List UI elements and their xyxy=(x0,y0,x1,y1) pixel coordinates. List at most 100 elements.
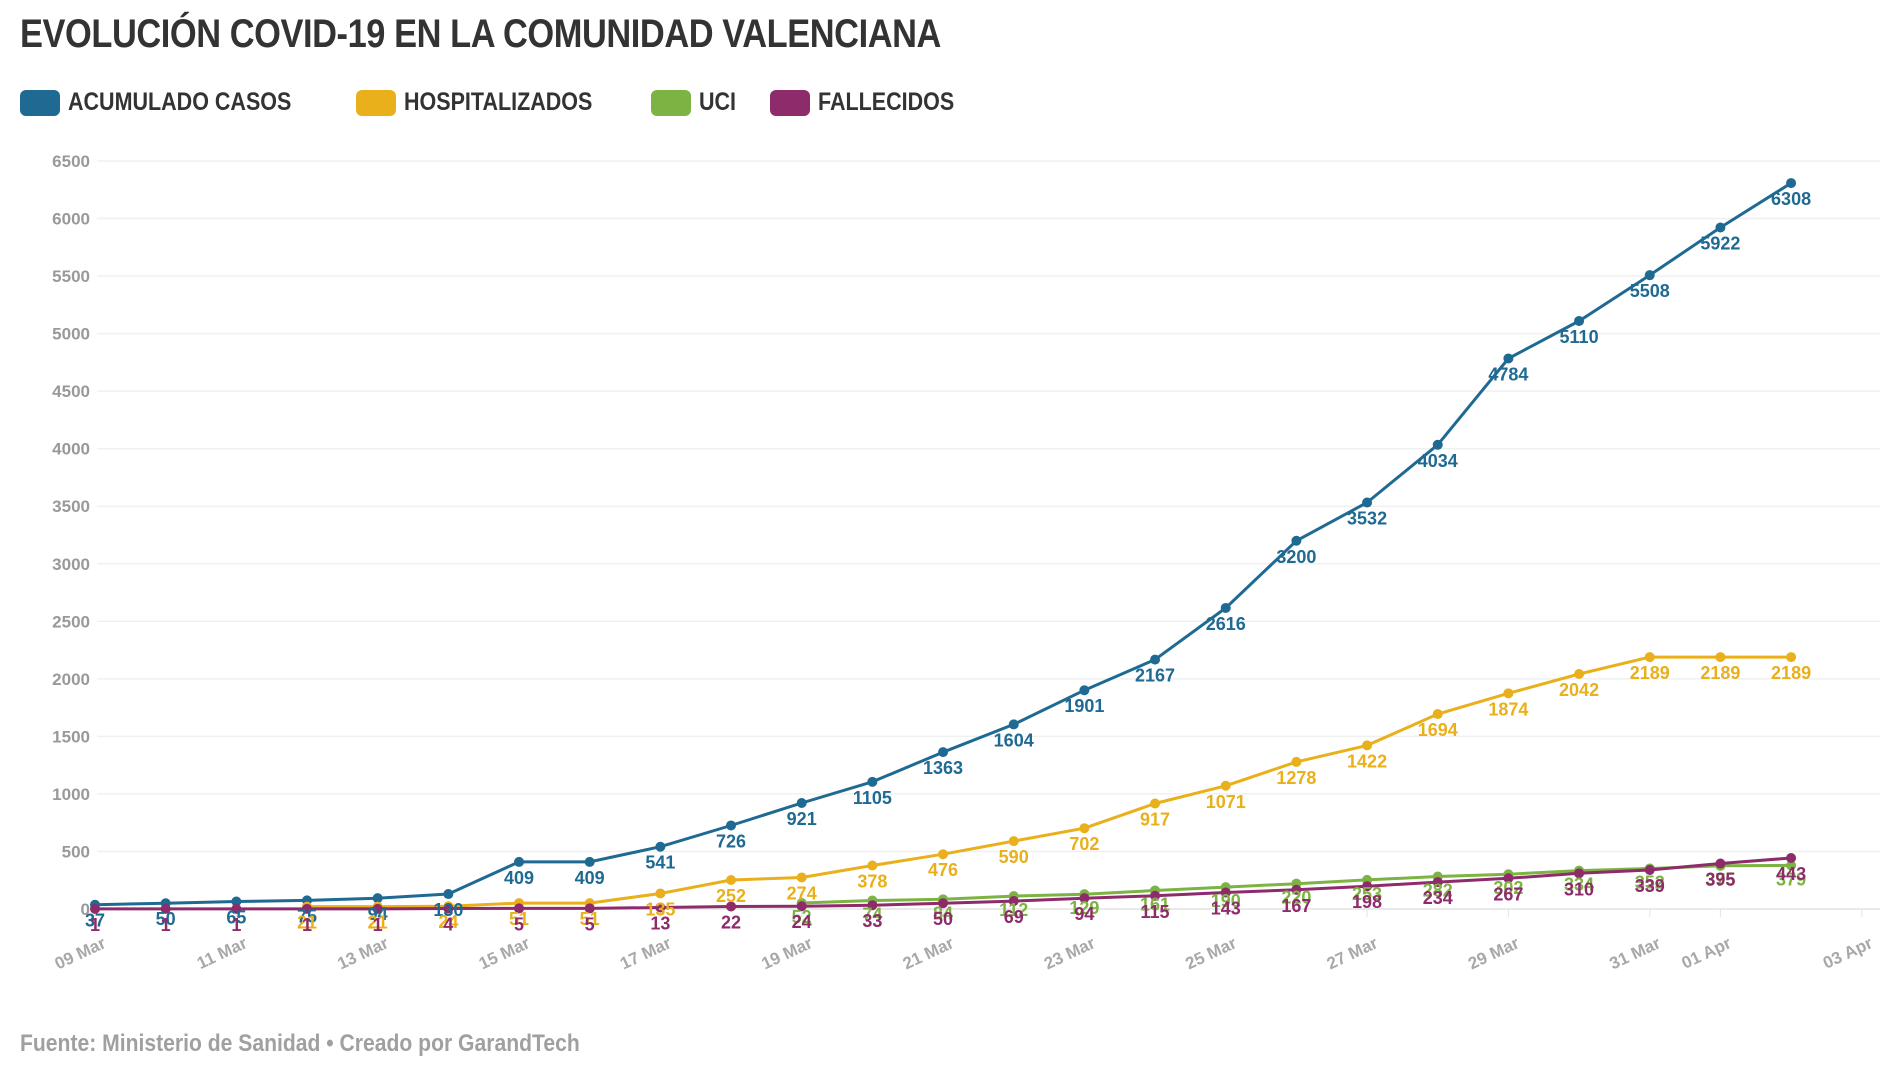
y-tick-label: 4000 xyxy=(52,440,90,459)
data-point xyxy=(443,903,454,914)
data-label: 4034 xyxy=(1418,451,1458,471)
data-point xyxy=(867,860,878,871)
data-label: 1 xyxy=(231,915,241,935)
data-label: 1694 xyxy=(1418,720,1458,740)
data-label: 198 xyxy=(1352,892,1382,912)
series-layer xyxy=(90,178,1797,914)
data-point xyxy=(726,901,737,912)
legend-swatch-hospitalizados xyxy=(355,89,396,116)
x-tick-label: 15 Mar xyxy=(476,933,533,973)
data-label: 4 xyxy=(443,915,453,935)
data-label: 5 xyxy=(514,914,524,934)
data-label: 24 xyxy=(792,912,812,932)
data-label: 94 xyxy=(368,904,388,924)
data-point xyxy=(867,900,878,911)
x-tick-label: 25 Mar xyxy=(1183,933,1240,973)
legend-swatch-casos xyxy=(20,89,60,116)
chart-title: EVOLUCIÓN COVID-19 EN LA COMUNIDAD VALEN… xyxy=(20,12,941,56)
data-point xyxy=(1220,780,1231,791)
data-label: 1874 xyxy=(1488,699,1528,719)
y-axis: 0 500 1000 1500 2000 2500 3000 3500 4000 4500 5000… xyxy=(52,152,90,919)
y-tick-label: 5000 xyxy=(52,325,90,344)
x-tick-label: 21 Mar xyxy=(900,933,957,973)
data-point xyxy=(90,903,100,914)
legend-item-fallecidos[interactable]: FALLECIDOS xyxy=(769,88,976,117)
data-point xyxy=(1432,439,1443,450)
legend-item-casos[interactable]: ACUMULADO CASOS xyxy=(20,88,328,117)
data-label: 220 xyxy=(1281,888,1311,908)
data-point xyxy=(1291,535,1302,546)
data-label: 21 xyxy=(297,913,317,933)
data-label: 921 xyxy=(787,809,817,829)
y-tick-label: 2000 xyxy=(52,670,90,689)
data-label: 352 xyxy=(1635,872,1665,892)
data-label: 1901 xyxy=(1064,696,1104,716)
data-point xyxy=(1644,864,1655,875)
data-point xyxy=(1079,823,1090,834)
data-label: 1278 xyxy=(1276,768,1316,788)
y-tick-label: 2500 xyxy=(52,612,90,631)
data-point xyxy=(160,903,171,914)
data-label: 143 xyxy=(1211,899,1241,919)
data-label: 917 xyxy=(1140,809,1170,829)
data-point xyxy=(372,903,383,914)
legend-swatch-fallecidos xyxy=(769,89,810,116)
data-point xyxy=(1574,315,1585,326)
data-label: 1 xyxy=(161,915,171,935)
data-label: 190 xyxy=(1211,891,1241,911)
data-label: 130 xyxy=(433,900,463,920)
data-label: 161 xyxy=(1140,894,1170,914)
data-label: 252 xyxy=(716,886,746,906)
data-label: 75 xyxy=(297,906,317,926)
data-label: 4784 xyxy=(1488,364,1528,384)
series-line-acumulado-casos xyxy=(94,181,1792,907)
data-label: 112 xyxy=(999,900,1028,920)
data-label: 3200 xyxy=(1276,547,1316,567)
data-label: 6308 xyxy=(1771,189,1811,209)
data-label: 2189 xyxy=(1630,663,1670,683)
data-label: 1604 xyxy=(994,730,1034,750)
data-point xyxy=(1432,709,1443,720)
data-label: 1071 xyxy=(1206,792,1246,812)
data-point xyxy=(655,888,666,899)
data-label: 84 xyxy=(933,903,953,923)
y-tick-label: 3500 xyxy=(52,497,90,516)
data-point xyxy=(1150,654,1161,665)
data-label: 5922 xyxy=(1700,234,1740,254)
data-point xyxy=(1715,858,1726,869)
y-tick-label: 0 xyxy=(81,900,90,919)
data-point xyxy=(1008,896,1019,907)
data-point xyxy=(796,798,807,809)
data-point xyxy=(938,898,949,909)
data-label: 1105 xyxy=(853,788,892,808)
data-point xyxy=(1291,884,1302,895)
data-label: 375 xyxy=(1705,870,1735,890)
x-axis: 09 Mar 11 Mar 13 Mar 15 Mar 17 Mar 19 Mar 21 M… xyxy=(52,909,1876,973)
legend-label: FALLECIDOS xyxy=(817,88,954,116)
data-point xyxy=(231,896,242,907)
data-label: 2042 xyxy=(1559,680,1599,700)
x-tick-label: 17 Mar xyxy=(617,933,674,973)
x-tick-label: 11 Mar xyxy=(194,933,250,973)
data-label: 443 xyxy=(1776,864,1806,884)
data-label: 1 xyxy=(302,915,312,935)
data-point xyxy=(584,903,595,914)
data-label: 24 xyxy=(438,912,458,932)
data-label: 69 xyxy=(1004,907,1024,927)
data-label: 302 xyxy=(1493,878,1523,898)
data-label: 74 xyxy=(862,904,882,924)
legend-item-uci[interactable]: UCI xyxy=(650,88,742,117)
data-point xyxy=(726,875,737,886)
data-label: 51 xyxy=(580,909,600,929)
data-label: 5508 xyxy=(1630,281,1670,301)
data-label: 33 xyxy=(862,911,882,931)
data-point xyxy=(1291,756,1302,767)
x-tick-label: 09 Mar xyxy=(52,933,109,973)
legend-item-hospitalizados[interactable]: HOSPITALIZADOS xyxy=(355,88,623,117)
data-label: 167 xyxy=(1281,896,1311,916)
data-label: 5 xyxy=(585,914,595,934)
data-label: 2616 xyxy=(1206,614,1246,634)
data-label: 590 xyxy=(999,847,1029,867)
data-point xyxy=(1786,178,1797,189)
data-point xyxy=(1715,222,1726,233)
